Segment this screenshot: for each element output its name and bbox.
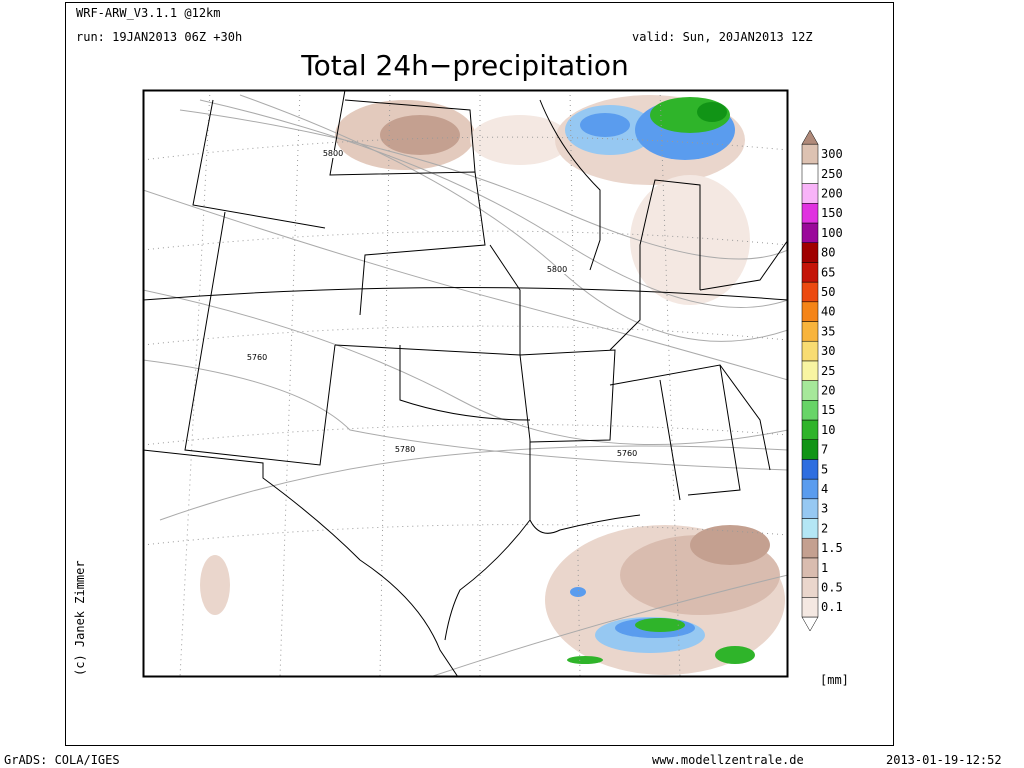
map-frame: [142, 89, 789, 678]
colorbar-label: 35: [821, 324, 835, 338]
colorbar-label: 0.5: [821, 580, 843, 594]
colorbar-above: [801, 129, 819, 145]
colorbar-box: [801, 203, 819, 224]
colorbar-box: [801, 262, 819, 283]
colorbar-box: [801, 301, 819, 322]
colorbar-box: [801, 360, 819, 381]
colorbar-label: 4: [821, 482, 828, 496]
colorbar-label: 300: [821, 147, 843, 161]
contour-label: 5780: [395, 445, 415, 454]
colorbar-label: 250: [821, 167, 843, 181]
colorbar-label: 100: [821, 226, 843, 240]
contour-label-bg: [323, 150, 343, 158]
contour-label-bg: [617, 450, 637, 458]
colorbar-box: [801, 143, 819, 165]
colorbar-label: 1: [821, 561, 828, 575]
colorbar-box: [801, 557, 819, 578]
colorbar-below: [801, 616, 819, 632]
model-label: WRF-ARW_V3.1.1 @12km: [76, 6, 221, 20]
colorbar-label: 40: [821, 305, 835, 319]
contour-label-bg: [547, 266, 567, 274]
colorbar: 0.1 0.5 1 1.5 2 3 4 5 7 10 15 20 25 30 35 40 50 65 80 100 15…: [801, 129, 843, 632]
colorbar-box: [801, 419, 819, 440]
footer-right: 2013-01-19-12:52: [886, 753, 1002, 767]
colorbar-box: [801, 380, 819, 401]
state-borders: [143, 90, 788, 677]
contour-label: 5760: [247, 353, 267, 362]
colorbar-box: [801, 183, 819, 204]
colorbar-label: 15: [821, 403, 835, 417]
outer-frame: [65, 2, 894, 746]
colorbar-box: [801, 597, 819, 618]
colorbar-label: 7: [821, 443, 828, 457]
colorbar-box: [801, 439, 819, 460]
colorbar-label: 10: [821, 423, 835, 437]
colorbar-label: 5: [821, 462, 828, 476]
colorbar-label: 2: [821, 521, 828, 535]
valid-label: valid: Sun, 20JAN2013 12Z: [632, 30, 813, 44]
colorbar-box: [801, 340, 819, 362]
colorbar-unit: [mm]: [820, 673, 849, 687]
contour-label-bg: [395, 446, 415, 454]
colorbar-label: 0.1: [821, 600, 843, 614]
colorbar-box: [801, 321, 819, 342]
colorbar-box: [801, 163, 819, 184]
credit: (c) Janek Zimmer: [73, 560, 87, 676]
colorbar-label: 30: [821, 344, 835, 358]
colorbar-box: [801, 498, 819, 519]
contour-label-bg: [247, 354, 267, 362]
colorbar-label: 200: [821, 186, 843, 200]
colorbar-box: [801, 478, 819, 500]
colorbar-label: 1.5: [821, 541, 843, 555]
title: Total 24h−precipitation: [300, 49, 629, 82]
contour-label: 5800: [323, 149, 343, 158]
height-contours: [143, 94, 788, 677]
colorbar-box: [801, 518, 819, 539]
precipitation: [200, 95, 785, 675]
colorbar-label: 25: [821, 364, 835, 378]
run-label: run: 19JAN2013 06Z +30h: [76, 30, 242, 44]
contour-label: 5760: [617, 449, 637, 458]
footer-left: GrADS: COLA/IGES: [4, 753, 120, 767]
colorbar-box: [801, 281, 819, 303]
colorbar-label: 20: [821, 383, 835, 397]
colorbar-label: 150: [821, 206, 843, 220]
map: 5800 5800 5760 5780 5760: [142, 89, 789, 678]
colorbar-label: 3: [821, 502, 828, 516]
colorbar-box: [801, 400, 819, 421]
colorbar-box: [801, 222, 819, 243]
colorbar-box: [801, 577, 819, 598]
colorbar-box: [801, 537, 819, 559]
colorbar-label: 50: [821, 285, 835, 299]
footer-center: www.modellzentrale.de: [652, 753, 804, 767]
colorbar-box: [801, 459, 819, 480]
contour-label: 5800: [547, 265, 567, 274]
colorbar-label: 80: [821, 246, 835, 260]
colorbar-box: [801, 242, 819, 263]
colorbar-label: 65: [821, 265, 835, 279]
